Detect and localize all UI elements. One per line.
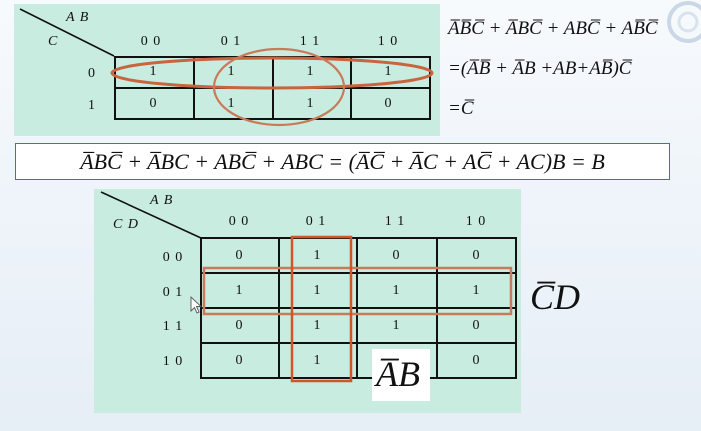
- kmap4-row-header-00: 0 0: [162, 250, 184, 265]
- kmap3-cell: 1: [384, 64, 392, 79]
- kmap4-row-group-rect: [202, 266, 513, 316]
- kmap3-row-var-label: C: [48, 34, 59, 49]
- kmap3-cell: 1: [227, 96, 235, 111]
- kmap3-cell: 0: [149, 96, 157, 111]
- kmap4-cell: 0: [472, 318, 480, 333]
- kmap4-grid-line: [200, 237, 517, 239]
- kmap4-cell: 0: [235, 318, 243, 333]
- kmap3-grid-line: [193, 56, 195, 120]
- kmap4-panel: [94, 189, 521, 413]
- kmap3-col-var-label: A B: [66, 10, 90, 25]
- kmap3-col-header-00: 0 0: [140, 34, 162, 49]
- kmap4-grid-line: [436, 237, 438, 379]
- kmap3-col-header-01: 0 1: [220, 34, 242, 49]
- kmap4-col-group-annotation-box: A̅B: [372, 349, 430, 401]
- kmap3-cell: 1: [306, 64, 314, 79]
- kmap4-row-var-label: C D: [113, 217, 139, 232]
- kmap4-col-group-rect: [290, 235, 353, 383]
- kmap4-cell: 1: [313, 283, 321, 298]
- kmap4-col-var-label: A B: [150, 193, 174, 208]
- kmap4-col-group-annotation: A̅B: [376, 354, 420, 394]
- kmap4-cell: 1: [313, 318, 321, 333]
- kmap3-panel: [14, 4, 440, 136]
- kmap4-grid-line: [200, 237, 202, 379]
- kmap4-row-header-01: 0 1: [162, 285, 184, 300]
- kmap4-cell: 1: [235, 283, 243, 298]
- kmap4-col-header-00: 0 0: [228, 214, 250, 229]
- equation-bar: A̅BC̅ + A̅BC + ABC̅ + ABC = (A̅C̅ + A̅C …: [15, 143, 670, 180]
- kmap3-grid-line: [429, 56, 431, 120]
- kmap3-row-header-0: 0: [88, 66, 96, 81]
- mouse-pointer-icon: [190, 295, 203, 314]
- kmap4-cell: 0: [472, 353, 480, 368]
- kmap4-cell: 0: [472, 248, 480, 263]
- kmap4-grid-line: [200, 377, 517, 379]
- kmap4-grid-line: [278, 237, 280, 379]
- kmap3-grid-line: [114, 56, 116, 120]
- kmap4-cell: 0: [235, 248, 243, 263]
- kmap3-col-header-11: 1 1: [299, 34, 321, 49]
- kmap4-col-header-01: 0 1: [305, 214, 327, 229]
- kmap4-col-header-11: 1 1: [384, 214, 406, 229]
- kmap3-derivation-line-3: =C̅: [448, 98, 474, 119]
- kmap4-row-header-10: 1 0: [162, 354, 184, 369]
- kmap4-grid-line: [200, 272, 517, 274]
- kmap3-cell: 1: [227, 64, 235, 79]
- kmap3-cell: 1: [306, 96, 314, 111]
- kmap3-derivation-line-2: =(A̅B̅ + A̅B +AB+AB̅)C̅: [448, 58, 632, 79]
- kmap3-cell: 1: [149, 64, 157, 79]
- kmap4-grid-line: [200, 307, 517, 309]
- kmap4-cell: 0: [392, 248, 400, 263]
- kmap4-cell: 1: [472, 283, 480, 298]
- kmap4-cell: 1: [313, 353, 321, 368]
- kmap3-derivation-line-1: A̅B̅C̅ + A̅BC̅ + ABC̅ + AB̅C̅: [448, 18, 658, 39]
- kmap4-cell: 1: [392, 283, 400, 298]
- kmap4-grid-line: [356, 237, 358, 379]
- kmap4-cell: 0: [235, 353, 243, 368]
- kmap3-col-group-loop: [212, 47, 346, 127]
- kmap4-grid-line: [200, 342, 517, 344]
- kmap4-cell: 1: [392, 318, 400, 333]
- kmap4-grid-line: [515, 237, 517, 379]
- kmap4-row-group-annotation: C̅D: [530, 277, 581, 317]
- kmap4-row-header-11: 1 1: [162, 319, 184, 334]
- kmap3-row-header-1: 1: [88, 98, 96, 113]
- kmap3-row-group-loop: [110, 56, 434, 90]
- kmap4-col-header-10: 1 0: [465, 214, 487, 229]
- kmap3-grid-line: [350, 56, 352, 120]
- kmap4-cell: 1: [313, 248, 321, 263]
- kmap3-cell: 0: [384, 96, 392, 111]
- kmap3-col-header-10: 1 0: [377, 34, 399, 49]
